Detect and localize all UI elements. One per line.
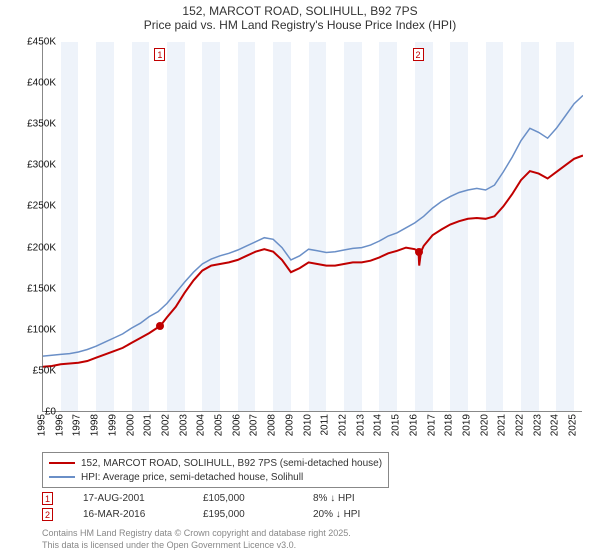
legend-box: 152, MARCOT ROAD, SOLIHULL, B92 7PS (sem… <box>42 452 389 488</box>
title-block: 152, MARCOT ROAD, SOLIHULL, B92 7PS Pric… <box>0 0 600 34</box>
sale-date: 17-AUG-2001 <box>83 493 173 504</box>
x-tick-label: 2024 <box>550 414 561 436</box>
sale-price: £195,000 <box>203 509 283 520</box>
x-tick-label: 1997 <box>72 414 83 436</box>
footer-line2: This data is licensed under the Open Gov… <box>42 540 351 552</box>
legend-item-hpi: HPI: Average price, semi-detached house,… <box>49 470 382 484</box>
x-tick-label: 2004 <box>196 414 207 436</box>
legend-item-price-paid: 152, MARCOT ROAD, SOLIHULL, B92 7PS (sem… <box>49 456 382 470</box>
sale-marker-1: 1 <box>42 492 53 505</box>
x-tick-label: 2001 <box>143 414 154 436</box>
y-tick-label: £300K <box>27 160 56 171</box>
chart-title-line2: Price paid vs. HM Land Registry's House … <box>0 18 600 32</box>
sale-delta: 8% ↓ HPI <box>313 493 355 504</box>
y-tick-label: £400K <box>27 78 56 89</box>
x-tick-label: 2003 <box>178 414 189 436</box>
legend-label-price-paid: 152, MARCOT ROAD, SOLIHULL, B92 7PS (sem… <box>81 458 382 469</box>
x-tick-label: 2019 <box>461 414 472 436</box>
x-tick-label: 2015 <box>391 414 402 436</box>
x-tick-label: 1995 <box>37 414 48 436</box>
y-tick-label: £150K <box>27 283 56 294</box>
y-tick-label: £50K <box>33 365 56 376</box>
x-tick-label: 1996 <box>54 414 65 436</box>
sale-delta: 20% ↓ HPI <box>313 509 360 520</box>
sales-table: 1 17-AUG-2001 £105,000 8% ↓ HPI 2 16-MAR… <box>42 490 562 522</box>
x-tick-label: 2006 <box>231 414 242 436</box>
chart-container: 152, MARCOT ROAD, SOLIHULL, B92 7PS Pric… <box>0 0 600 560</box>
x-tick-label: 2002 <box>160 414 171 436</box>
x-tick-label: 2009 <box>284 414 295 436</box>
footer-attribution: Contains HM Land Registry data © Crown c… <box>42 528 351 551</box>
x-tick-label: 2022 <box>515 414 526 436</box>
x-tick-label: 2008 <box>267 414 278 436</box>
x-tick-label: 1999 <box>107 414 118 436</box>
legend-swatch-price-paid <box>49 462 75 464</box>
x-tick-label: 1998 <box>90 414 101 436</box>
series-line-hpi <box>43 95 583 356</box>
y-tick-label: £350K <box>27 119 56 130</box>
x-tick-label: 2016 <box>408 414 419 436</box>
x-tick-label: 2013 <box>355 414 366 436</box>
sale-dot <box>156 322 164 330</box>
y-tick-label: £100K <box>27 324 56 335</box>
x-tick-label: 2025 <box>568 414 579 436</box>
legend-label-hpi: HPI: Average price, semi-detached house,… <box>81 472 303 483</box>
y-tick-label: £200K <box>27 242 56 253</box>
x-tick-label: 2011 <box>320 414 331 436</box>
x-tick-label: 2020 <box>479 414 490 436</box>
y-tick-label: £450K <box>27 37 56 48</box>
x-tick-label: 2017 <box>426 414 437 436</box>
legend-swatch-hpi <box>49 476 75 478</box>
x-tick-label: 2021 <box>497 414 508 436</box>
series-line-price_paid <box>43 156 583 367</box>
sale-marker-2: 2 <box>42 508 53 521</box>
x-tick-label: 2005 <box>214 414 225 436</box>
sale-price: £105,000 <box>203 493 283 504</box>
sale-marker-flag: 2 <box>413 48 424 61</box>
line-svg <box>43 42 583 412</box>
table-row: 2 16-MAR-2016 £195,000 20% ↓ HPI <box>42 506 562 522</box>
x-tick-label: 2023 <box>532 414 543 436</box>
x-tick-label: 2014 <box>373 414 384 436</box>
x-tick-label: 2007 <box>249 414 260 436</box>
sale-marker-flag: 1 <box>154 48 165 61</box>
x-tick-label: 2012 <box>337 414 348 436</box>
sale-date: 16-MAR-2016 <box>83 509 173 520</box>
x-tick-label: 2018 <box>444 414 455 436</box>
chart-title-line1: 152, MARCOT ROAD, SOLIHULL, B92 7PS <box>0 4 600 18</box>
x-tick-label: 2010 <box>302 414 313 436</box>
footer-line1: Contains HM Land Registry data © Crown c… <box>42 528 351 540</box>
plot-area: 12 <box>42 42 582 412</box>
x-tick-label: 2000 <box>125 414 136 436</box>
sale-dot <box>415 248 423 256</box>
y-tick-label: £250K <box>27 201 56 212</box>
table-row: 1 17-AUG-2001 £105,000 8% ↓ HPI <box>42 490 562 506</box>
